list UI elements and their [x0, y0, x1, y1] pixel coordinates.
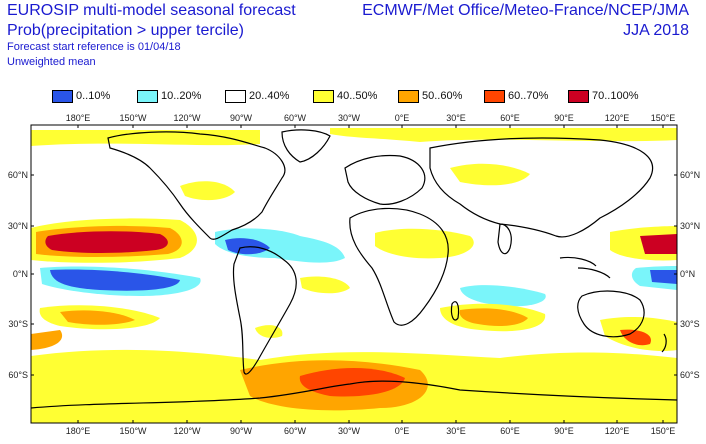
- legend-swatch: [398, 89, 419, 103]
- legend-swatch: [225, 89, 246, 103]
- prob-region: [620, 329, 651, 346]
- map-subtitle: Prob(precipitation > upper tercile): [7, 22, 245, 39]
- lon-tick-label-bottom: 0°E: [395, 426, 410, 436]
- lon-tick-label-top: 120°E: [605, 113, 630, 123]
- legend-item: 20..40%: [225, 88, 289, 104]
- legend-label: 40..50%: [337, 90, 378, 102]
- legend-label: 20..40%: [249, 90, 290, 102]
- prob-region: [640, 234, 677, 254]
- coast-north-america: [107, 131, 286, 240]
- prob-region: [45, 231, 168, 253]
- legend-swatch: [137, 89, 158, 103]
- prob-region: [460, 285, 546, 307]
- lon-tick-label-bottom: 60°E: [500, 426, 520, 436]
- tick-labels: 180°E 150°W 120°W 90°W 60°W 30°W 0°E 30°E 60°E 90…: [8, 113, 700, 436]
- lon-tick-label-top: 180°E: [66, 113, 91, 123]
- lon-tick-label-top: 120°W: [173, 113, 201, 123]
- map-panel: 180°E 150°W 120°W 90°W 60°W 30°W 0°E 30°E 60°E 90…: [0, 108, 706, 439]
- legend-label: 50..60%: [422, 90, 463, 102]
- color-legend: 0..10% 10..20% 20..40% 40..50% 50..60% 60..70…: [0, 88, 706, 104]
- legend-swatch: [484, 89, 505, 103]
- lon-tick-label-top: 90°E: [554, 113, 574, 123]
- legend-item: 10..20%: [137, 88, 201, 104]
- prob-region: [330, 128, 677, 142]
- lon-tick-label-bottom: 150°W: [119, 426, 147, 436]
- legend-label: 70..100%: [592, 90, 639, 102]
- lon-tick-label-bottom: 90°E: [554, 426, 574, 436]
- map-title: EUROSIP multi-model seasonal forecast: [7, 2, 296, 19]
- coast-europe: [344, 154, 426, 205]
- legend-label: 10..20%: [161, 90, 202, 102]
- prob-region: [650, 270, 677, 284]
- lon-tick-label-bottom: 60°W: [284, 426, 307, 436]
- coastlines: [31, 129, 677, 409]
- lat-tick-label-right: 30°S: [680, 319, 700, 329]
- lon-tick-label-bottom: 90°W: [230, 426, 253, 436]
- coast-new-zealand: [661, 333, 667, 353]
- prob-region: [60, 310, 135, 325]
- lat-tick-label-left: 30°S: [8, 319, 28, 329]
- lon-tick-label-bottom: 30°E: [446, 426, 466, 436]
- forecast-start-reference: Forecast start reference is 01/04/18: [7, 41, 181, 53]
- lon-tick-label-bottom: 180°E: [66, 426, 91, 436]
- lon-tick-label-top: 150°W: [119, 113, 147, 123]
- lat-tick-label-right: 60°S: [680, 370, 700, 380]
- coast-india: [497, 223, 512, 255]
- prob-region: [50, 269, 180, 291]
- lon-tick-label-bottom: 120°W: [173, 426, 201, 436]
- lon-tick-label-top: 30°E: [446, 113, 466, 123]
- world-map: 180°E 150°W 120°W 90°W 60°W 30°W 0°E 30°E 60°E 90…: [8, 113, 700, 436]
- coast-greenland: [281, 129, 331, 163]
- lat-tick-label-left: 60°S: [8, 370, 28, 380]
- legend-item: 40..50%: [313, 88, 377, 104]
- season-label: JJA 2018: [623, 22, 689, 39]
- lon-tick-label-top: 90°W: [230, 113, 253, 123]
- lat-tick-label-left: 30°N: [8, 221, 28, 231]
- prob-region: [31, 330, 63, 350]
- prob-region: [300, 276, 350, 294]
- lat-tick-label-right: 30°N: [680, 221, 700, 231]
- lon-tick-label-top: 0°E: [395, 113, 410, 123]
- weighting-note: Unweighted mean: [7, 56, 96, 68]
- coast-antarctica: [31, 380, 677, 409]
- lon-tick-label-top: 60°W: [284, 113, 307, 123]
- lat-tick-label-right: 0°N: [680, 269, 695, 279]
- lon-tick-label-bottom: 150°E: [651, 426, 676, 436]
- lon-tick-label-top: 60°E: [500, 113, 520, 123]
- legend-swatch: [52, 89, 73, 103]
- legend-item: 0..10%: [52, 88, 110, 104]
- coast-australia: [577, 290, 645, 338]
- legend-label: 60..70%: [508, 90, 549, 102]
- data-source: ECMWF/Met Office/Meteo-France/NCEP/JMA: [362, 2, 689, 19]
- coast-africa: [349, 207, 449, 326]
- legend-item: 70..100%: [568, 88, 638, 104]
- prob-region: [225, 238, 270, 255]
- prob-region: [299, 367, 405, 397]
- prob-region: [180, 181, 235, 201]
- prob-region: [375, 228, 474, 259]
- prob-region: [459, 308, 528, 326]
- coast-madagascar: [450, 301, 460, 321]
- legend-item: 60..70%: [484, 88, 548, 104]
- lat-tick-label-left: 0°N: [13, 269, 28, 279]
- coast-indonesia: [559, 256, 611, 279]
- coast-south-america: [232, 246, 297, 375]
- lat-tick-label-left: 60°N: [8, 170, 28, 180]
- lon-tick-label-bottom: 120°E: [605, 426, 630, 436]
- prob-region: [450, 163, 530, 186]
- legend-swatch: [313, 89, 334, 103]
- lon-tick-label-top: 30°W: [338, 113, 361, 123]
- coast-asia: [429, 137, 654, 238]
- lon-tick-label-top: 150°E: [651, 113, 676, 123]
- legend-swatch: [568, 89, 589, 103]
- legend-item: 50..60%: [398, 88, 462, 104]
- lat-tick-label-right: 60°N: [680, 170, 700, 180]
- legend-label: 0..10%: [76, 90, 111, 102]
- lon-tick-label-bottom: 30°W: [338, 426, 361, 436]
- probability-field: [31, 128, 677, 423]
